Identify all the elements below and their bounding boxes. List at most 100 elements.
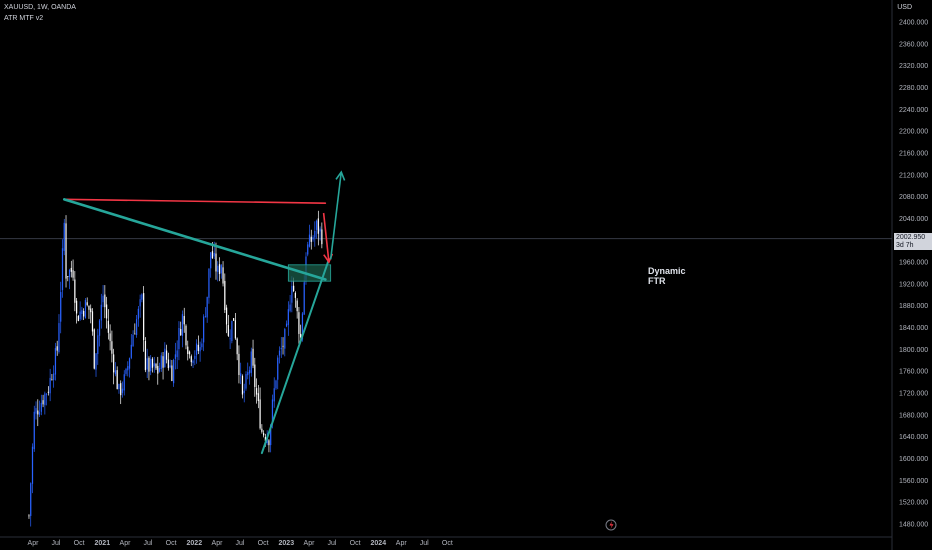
candle-body xyxy=(250,351,252,373)
symbol-title[interactable]: XAUUSD, 1W, OANDA xyxy=(4,4,76,11)
resistance-line[interactable] xyxy=(63,198,327,204)
descending-trendline[interactable] xyxy=(62,198,327,281)
candle-body xyxy=(176,350,178,358)
candle-body xyxy=(174,354,177,359)
candle-body xyxy=(116,370,118,390)
candle-body xyxy=(148,357,150,372)
lightning-icon[interactable] xyxy=(605,519,617,531)
y-tick-label: 2400.000 xyxy=(899,20,928,27)
candle-body xyxy=(173,359,175,384)
candle-body xyxy=(54,348,57,375)
candle-body xyxy=(243,390,245,394)
candle-body xyxy=(273,388,275,402)
x-tick-label: Apr xyxy=(120,540,132,547)
candle-body xyxy=(53,373,55,380)
candle-body xyxy=(259,399,261,429)
x-tick-label: Oct xyxy=(258,540,269,547)
ascending-trendline[interactable] xyxy=(260,258,330,455)
candle-body xyxy=(33,411,35,450)
indicator-label[interactable]: ATR MTF v2 xyxy=(4,15,44,22)
candle-body xyxy=(158,368,161,372)
candle-body xyxy=(139,299,141,307)
y-tick-label: 2120.000 xyxy=(899,172,928,179)
x-tick-label: Oct xyxy=(166,540,177,547)
candle-body xyxy=(185,325,187,346)
candle-body xyxy=(51,379,53,381)
candle-body xyxy=(236,338,238,355)
candle-body xyxy=(93,329,95,369)
y-tick-label: 1480.000 xyxy=(899,522,928,529)
candle-body xyxy=(127,366,129,371)
y-tick-label: 2160.000 xyxy=(899,150,928,157)
candle-body xyxy=(201,343,203,348)
candle-body xyxy=(307,244,309,255)
candle-body xyxy=(257,393,259,402)
candle-body xyxy=(287,309,289,325)
candle-body xyxy=(263,433,265,436)
candle-body xyxy=(77,316,79,321)
candle-body xyxy=(67,276,69,277)
candle-body xyxy=(137,308,139,320)
y-tick-label: 2280.000 xyxy=(899,85,928,92)
candle-body xyxy=(229,338,231,340)
candle-body xyxy=(56,346,58,351)
x-tick-label: Oct xyxy=(74,540,85,547)
candle-body xyxy=(100,304,102,321)
candle-body xyxy=(128,358,131,369)
candle-body xyxy=(111,341,113,354)
candle-body xyxy=(285,323,288,327)
candle-body xyxy=(37,410,39,415)
candle-body xyxy=(220,265,222,274)
candle-body xyxy=(49,377,51,394)
candle-body xyxy=(280,347,282,350)
candle-body xyxy=(190,356,192,363)
candle-body xyxy=(213,252,215,257)
x-tick-label: Jul xyxy=(420,540,429,547)
candle-body xyxy=(75,300,78,314)
y-tick-label: 1680.000 xyxy=(899,412,928,419)
candle-body xyxy=(270,424,272,446)
candle-body xyxy=(282,345,284,347)
candle-body xyxy=(121,388,124,393)
candle-body xyxy=(68,269,71,278)
candle-body xyxy=(289,304,291,311)
candle-body xyxy=(319,228,321,232)
candle-body xyxy=(83,311,85,317)
candle-body xyxy=(160,355,162,369)
lightning-icon-glyph xyxy=(609,521,614,529)
x-tick-label: Jul xyxy=(143,540,152,547)
candle-body xyxy=(310,236,312,242)
candle-body xyxy=(284,329,286,349)
candle-body xyxy=(252,348,254,366)
ftr-annotation[interactable]: Dynamic FTR xyxy=(648,266,686,286)
y-tick-label: 1520.000 xyxy=(899,500,928,507)
candle-body xyxy=(225,307,228,325)
y-tick-label: 1800.000 xyxy=(899,347,928,354)
candle-body xyxy=(125,368,127,374)
y-tick-label: 2200.000 xyxy=(899,129,928,136)
candle-body xyxy=(241,375,244,395)
x-tick-label: 2023 xyxy=(279,540,295,547)
bearish-arrow[interactable] xyxy=(322,212,330,263)
candle-body xyxy=(210,252,212,269)
bullish-arrow[interactable] xyxy=(329,171,343,260)
y-tick-label: 1720.000 xyxy=(899,391,928,398)
x-tick-label: Apr xyxy=(28,540,40,547)
candle-body xyxy=(120,383,122,396)
annotation-line-1: Dynamic xyxy=(648,266,686,276)
candle-body xyxy=(224,280,226,311)
candle-body xyxy=(183,316,185,325)
candle-body xyxy=(44,393,46,406)
last-price-tag: 2002.950 3d 7h xyxy=(894,233,932,250)
candle-body xyxy=(277,357,279,380)
candle-body xyxy=(231,320,233,342)
candle-body xyxy=(84,300,87,319)
candle-body xyxy=(42,400,44,405)
y-tick-label: 2320.000 xyxy=(899,63,928,70)
candle-body xyxy=(114,370,117,375)
candle-body xyxy=(28,515,30,517)
candle-body xyxy=(203,316,205,343)
candle-body xyxy=(261,428,263,432)
